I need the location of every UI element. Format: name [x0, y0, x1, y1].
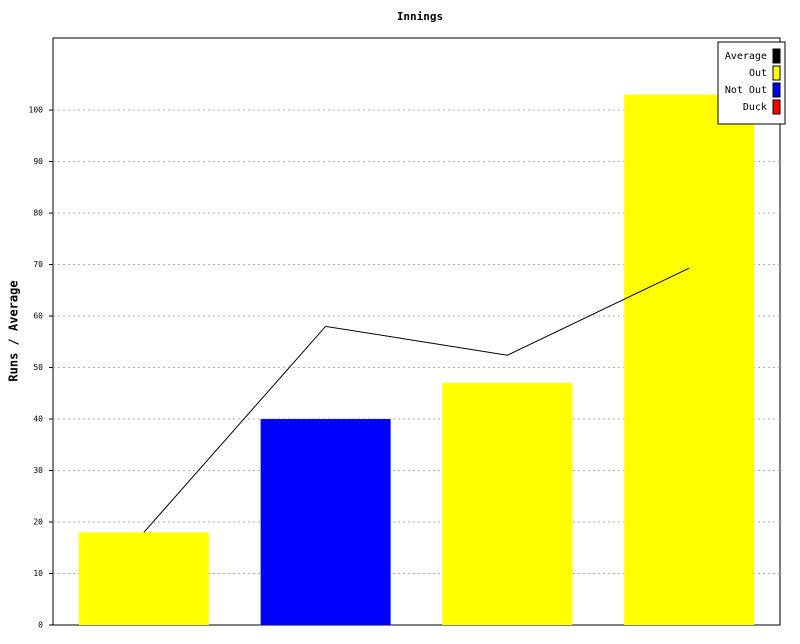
- legend-swatch: [772, 65, 781, 81]
- legend-swatch: [772, 82, 781, 98]
- legend-label: Average: [725, 51, 767, 62]
- legend-label: Out: [749, 68, 767, 79]
- bar: [624, 94, 755, 625]
- y-tick-label: 70: [33, 260, 43, 269]
- y-tick-label: 0: [38, 621, 43, 630]
- y-tick-label: 60: [33, 312, 43, 321]
- chart-title: Innings: [397, 10, 443, 23]
- y-axis-label: Runs / Average: [7, 280, 21, 381]
- y-tick-label: 40: [33, 415, 43, 424]
- y-tick-label: 90: [33, 157, 43, 166]
- bar: [78, 532, 209, 625]
- legend-swatch: [772, 48, 781, 64]
- legend-label: Duck: [743, 102, 767, 113]
- y-tick-label: 100: [29, 106, 44, 115]
- plot-frame: [52, 37, 781, 626]
- y-tick-label: 10: [33, 569, 43, 578]
- bar: [442, 382, 573, 625]
- legend-swatch: [772, 99, 781, 115]
- y-tick-label: 20: [33, 518, 43, 527]
- y-tick-label: 30: [33, 466, 43, 475]
- y-tick-label: 50: [33, 363, 43, 372]
- bar: [260, 419, 391, 625]
- legend-label: Not Out: [725, 85, 767, 96]
- line: [143, 267, 690, 533]
- y-tick-label: 80: [33, 209, 43, 218]
